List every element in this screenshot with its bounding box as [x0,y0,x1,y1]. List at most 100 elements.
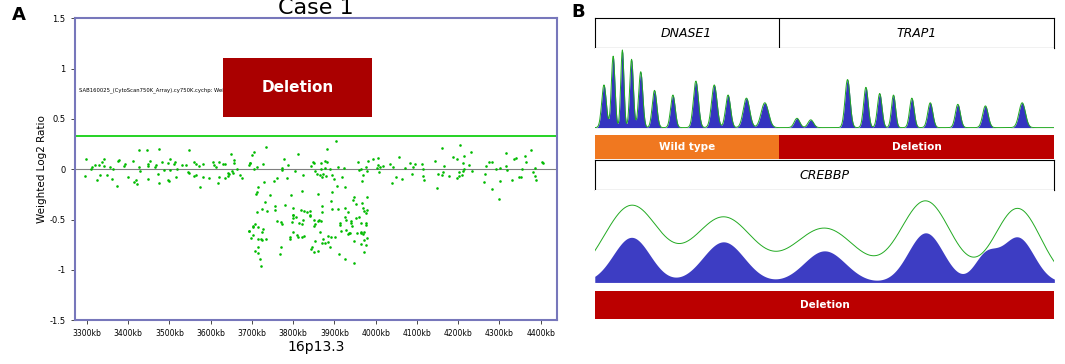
Point [248,191,265,197]
Point [281,236,298,242]
Point [311,172,328,178]
Point [338,228,355,233]
Point [284,215,301,221]
Point [306,238,323,244]
Point [224,168,241,174]
Point [353,229,370,235]
Point [326,234,343,240]
Point [94,159,111,165]
Point [304,244,321,250]
Point [210,174,227,179]
Point [284,205,301,211]
Point [354,201,371,206]
Point [295,217,312,223]
Point [166,161,183,167]
Point [523,147,540,153]
Point [475,179,492,185]
Point [341,230,358,236]
Point [463,168,480,174]
Point [526,165,543,171]
Point [343,223,360,229]
Point [504,177,521,182]
Point [358,168,375,174]
Point [317,174,334,179]
Point [309,248,326,254]
Point [104,166,121,172]
Point [322,166,339,171]
Point [314,236,331,242]
Point [313,160,330,166]
Point [353,220,370,226]
Point [229,166,246,171]
Point [328,183,345,189]
Point [241,228,258,234]
Point [337,214,354,220]
Point [249,250,266,256]
Point [478,163,495,169]
Bar [594,135,779,159]
Point [356,238,373,244]
Point [353,166,370,172]
Point [511,174,528,179]
Point [242,160,259,166]
Point [262,192,279,198]
Point [390,154,407,160]
Point [257,144,274,150]
Point [301,208,318,214]
Point [343,219,360,225]
Point [534,159,551,165]
Point [310,217,327,223]
Point [293,234,310,240]
Point [484,186,501,191]
Point [281,234,298,240]
Point [86,162,103,167]
Point [302,246,320,252]
Point [313,218,330,223]
Point [284,229,301,235]
Point [357,222,374,228]
Point [414,173,431,179]
Point [524,169,541,175]
Point [491,165,508,171]
Point [258,237,275,242]
Point [355,173,372,178]
Point [337,184,354,190]
Point [306,168,323,174]
Text: B: B [572,3,586,21]
Point [344,198,361,203]
Point [130,147,147,153]
Point [78,156,95,162]
Point [282,193,299,198]
Point [356,229,373,235]
Point [231,172,248,178]
Point [323,206,340,211]
Text: Deletion: Deletion [891,142,941,152]
Point [456,153,473,159]
Point [219,170,236,176]
Point [324,189,341,195]
Point [526,173,543,179]
Point [343,218,360,223]
Point [265,178,282,183]
Point [307,222,324,228]
Point [149,171,166,177]
Point [223,151,240,157]
Point [147,162,164,167]
Point [241,162,258,167]
Point [246,167,263,173]
Point [332,228,349,234]
Bar [594,292,1054,318]
Point [255,161,272,167]
Point [180,169,197,175]
Point [384,164,402,170]
Point [306,223,323,229]
Y-axis label: Weighted Log2 Ratio: Weighted Log2 Ratio [36,115,47,223]
Point [77,173,94,179]
Text: Wild type: Wild type [658,142,715,152]
Point [110,157,127,163]
Point [115,163,132,169]
Point [497,150,514,156]
Point [274,221,291,226]
Point [415,178,432,183]
Point [316,159,333,165]
